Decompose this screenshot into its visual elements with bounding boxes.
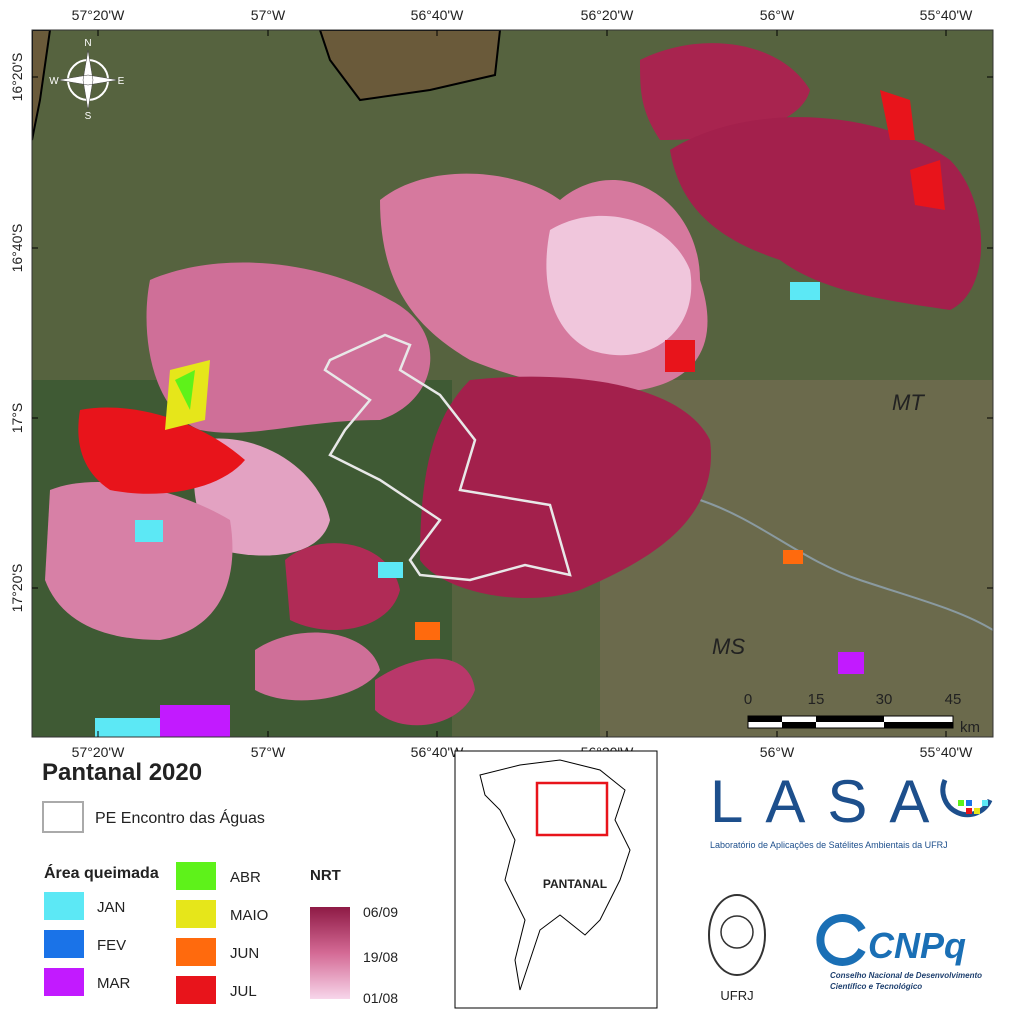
lon-label: 55°40'W [920, 744, 973, 760]
scale-label: 45 [945, 691, 962, 708]
region-label: MT [892, 390, 925, 415]
burned-title: Área queimada [44, 863, 159, 882]
month-label: ABR [230, 869, 261, 886]
lon-label: 57°20'W [72, 7, 125, 23]
lat-label: 17°20'S [9, 564, 25, 613]
lon-label: 56°W [760, 744, 795, 760]
compass-n: N [84, 38, 91, 49]
month-swatch [44, 968, 84, 996]
lasa-logo: LASA [710, 768, 951, 835]
lon-label: 56°W [760, 7, 795, 23]
nrt-title: NRT [310, 867, 341, 884]
month-swatch [44, 930, 84, 958]
nrt-ramp [310, 907, 350, 999]
cnpq-mark [816, 914, 866, 966]
lat-label: 16°40'S [9, 224, 25, 273]
scale-label: 30 [876, 691, 893, 708]
month-swatch [176, 976, 216, 1004]
compass-w: W [49, 76, 59, 87]
nrt-label: 06/09 [363, 904, 398, 920]
cnpq-subtitle: Científico e Tecnológico [830, 982, 922, 991]
scale-bar [747, 715, 954, 729]
lon-label: 56°40'W [411, 7, 464, 23]
month-label: JUN [230, 945, 259, 962]
park-swatch [42, 801, 84, 833]
nrt-label: 19/08 [363, 949, 398, 965]
lon-label: 55°40'W [920, 7, 973, 23]
compass-rose [57, 49, 119, 111]
ufrj-label: UFRJ [720, 988, 753, 1003]
lat-label: 17°S [9, 403, 25, 434]
month-swatch [176, 938, 216, 966]
lat-label: 16°20'S [9, 53, 25, 102]
month-swatch [176, 862, 216, 890]
map-frame [31, 29, 994, 738]
legend-title: Pantanal 2020 [42, 759, 202, 786]
lon-label: 56°20'W [581, 7, 634, 23]
month-swatch [44, 892, 84, 920]
compass-s: S [85, 111, 92, 122]
lasa-mark [940, 778, 993, 818]
lon-label: 56°40'W [411, 744, 464, 760]
region-label: MS [712, 634, 745, 659]
inset-extent [535, 781, 609, 837]
lasa-subtitle: Laboratório de Aplicações de Satélites A… [710, 840, 948, 850]
ufrj-emblem [708, 894, 766, 976]
cnpq-subtitle: Conselho Nacional de Desenvolvimento [830, 971, 982, 980]
lon-label: 57°W [251, 744, 286, 760]
cnpq-logo: CNPq [868, 925, 966, 966]
month-label: MAIO [230, 907, 268, 924]
month-swatch [176, 900, 216, 928]
scale-label: 0 [744, 691, 752, 708]
inset-outline [479, 759, 631, 991]
map-image [32, 30, 993, 737]
month-label: MAR [97, 975, 131, 992]
inset-label: PANTANAL [543, 877, 607, 891]
park-label: PE Encontro das Águas [95, 808, 265, 827]
month-label: JUL [230, 983, 257, 1000]
lon-label: 57°20'W [72, 744, 125, 760]
month-label: FEV [97, 937, 126, 954]
scale-unit: km [960, 719, 980, 736]
month-label: JAN [97, 899, 125, 916]
scale-label: 15 [808, 691, 825, 708]
nrt-label: 01/08 [363, 990, 398, 1006]
lon-label: 57°W [251, 7, 286, 23]
compass-e: E [118, 76, 125, 87]
